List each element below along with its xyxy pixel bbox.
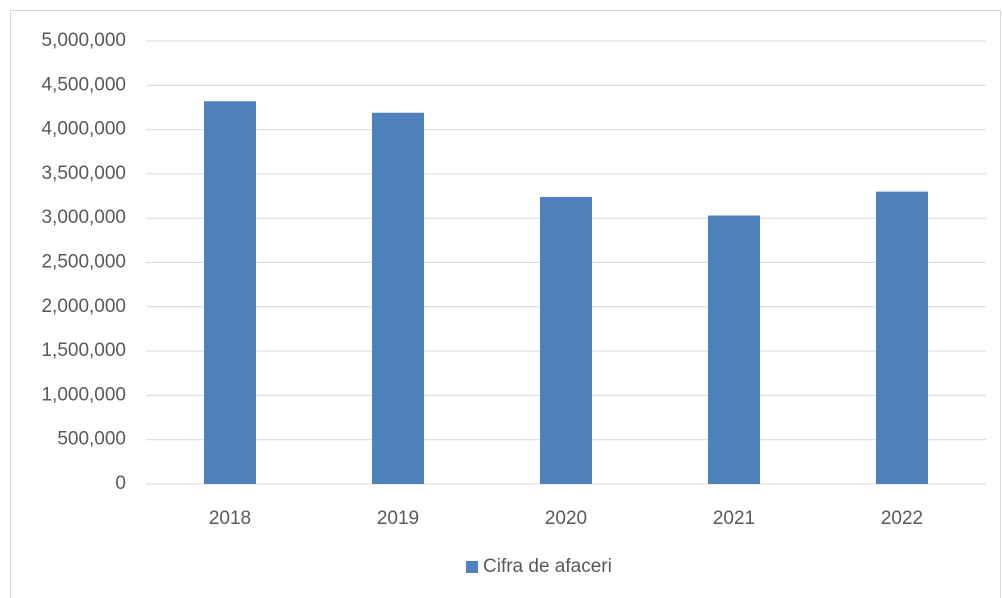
y-tick-label: 1,500,000 xyxy=(41,340,126,361)
y-tick-label: 4,500,000 xyxy=(41,74,126,95)
legend-swatch xyxy=(466,561,478,573)
y-tick-label: 1,000,000 xyxy=(41,384,126,405)
y-tick-label: 2,500,000 xyxy=(41,252,126,273)
x-tick-label: 2022 xyxy=(881,508,923,529)
legend-label: Cifra de afaceri xyxy=(483,556,612,577)
x-tick-label: 2019 xyxy=(377,508,419,529)
bar xyxy=(540,196,592,484)
y-tick-label: 3,000,000 xyxy=(41,207,126,228)
x-tick-label: 2018 xyxy=(209,508,251,529)
bar xyxy=(876,191,928,484)
y-tick-label: 0 xyxy=(115,473,126,494)
bar xyxy=(372,112,424,485)
x-tick-label: 2021 xyxy=(713,508,755,529)
x-tick-label: 2020 xyxy=(545,508,587,529)
bar xyxy=(708,215,760,485)
y-tick-label: 5,000,000 xyxy=(41,30,126,51)
y-tick-label: 2,000,000 xyxy=(41,296,126,317)
chart-border xyxy=(10,10,1001,598)
y-tick-label: 500,000 xyxy=(57,429,126,450)
bar xyxy=(204,101,256,485)
y-tick-label: 4,000,000 xyxy=(41,119,126,140)
y-tick-label: 3,500,000 xyxy=(41,163,126,184)
